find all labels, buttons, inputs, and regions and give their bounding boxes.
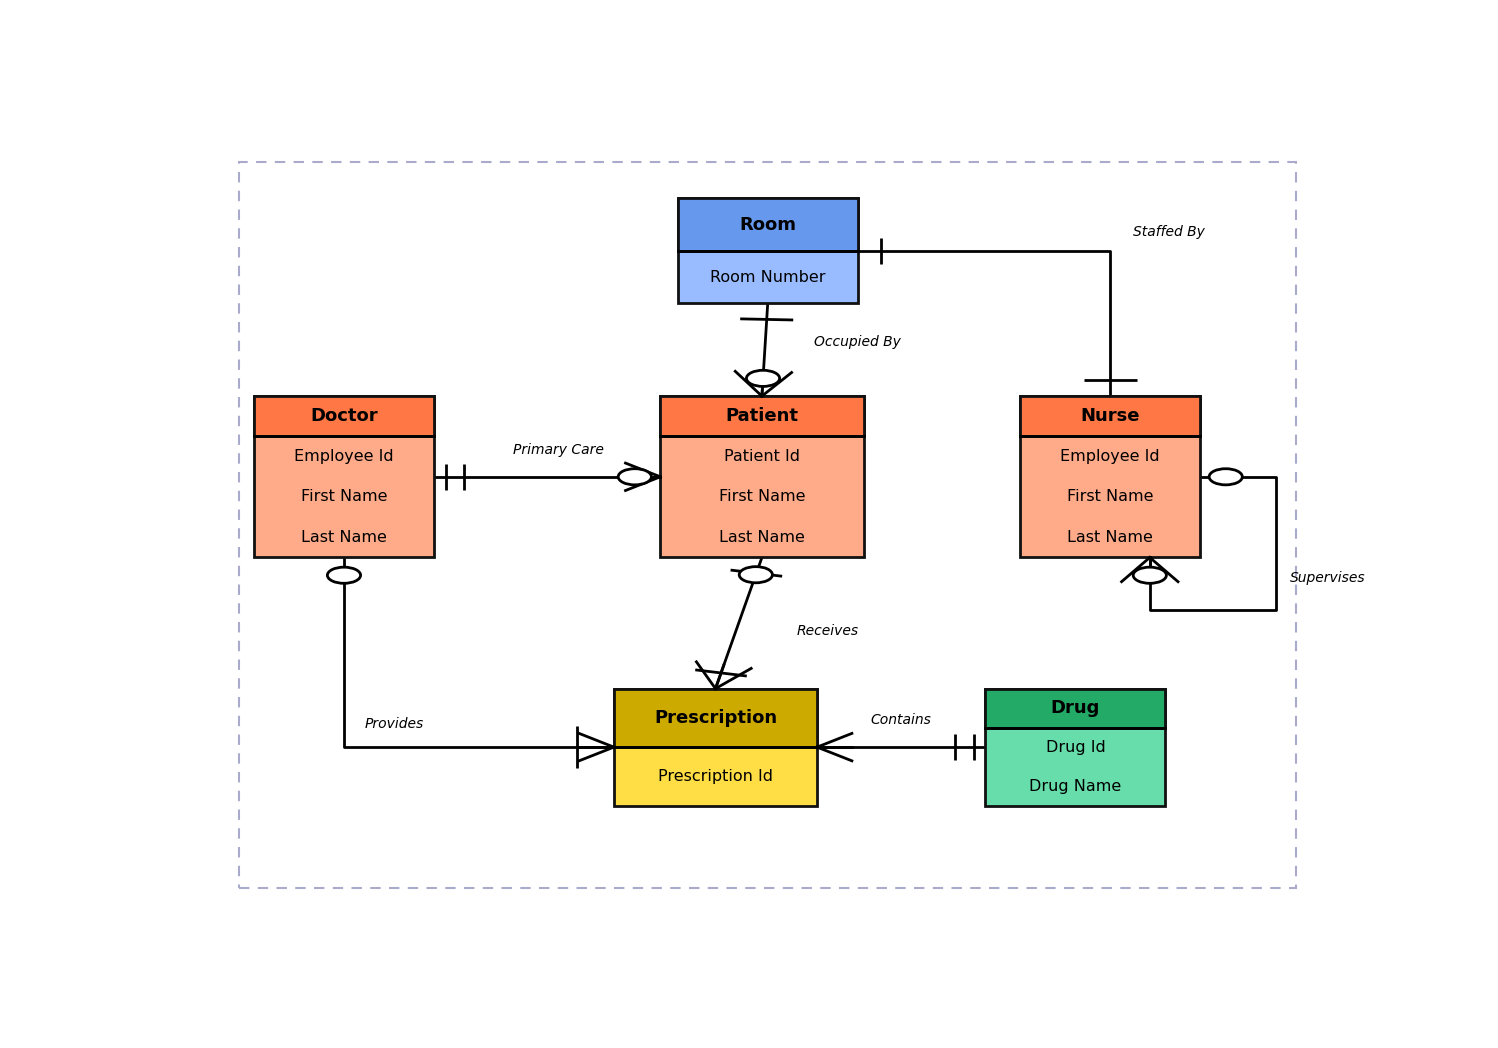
Bar: [255, 396, 434, 436]
Ellipse shape: [1209, 468, 1242, 485]
Bar: [986, 689, 1165, 727]
Ellipse shape: [619, 468, 652, 485]
Text: Room Number: Room Number: [710, 269, 825, 285]
Ellipse shape: [1132, 567, 1167, 584]
Text: Provides: Provides: [366, 717, 424, 732]
Text: Contains: Contains: [870, 713, 932, 727]
Bar: [661, 396, 863, 436]
Bar: [1020, 396, 1200, 558]
Text: Supervises: Supervises: [1290, 571, 1365, 585]
Text: Employee Id: Employee Id: [294, 450, 394, 464]
Text: Doctor: Doctor: [310, 408, 377, 425]
Bar: [1020, 396, 1200, 436]
Text: First Name: First Name: [719, 489, 804, 504]
Text: Room: Room: [739, 216, 797, 234]
Bar: [661, 396, 863, 558]
Ellipse shape: [328, 567, 361, 584]
Text: Last Name: Last Name: [1067, 530, 1153, 545]
Text: Last Name: Last Name: [301, 530, 386, 545]
Bar: [677, 198, 858, 303]
Bar: [614, 689, 816, 806]
Text: Employee Id: Employee Id: [1061, 450, 1159, 464]
Text: Staffed By: Staffed By: [1134, 224, 1206, 239]
Bar: [986, 689, 1165, 806]
Text: First Name: First Name: [301, 489, 386, 504]
Text: Drug Name: Drug Name: [1029, 779, 1122, 793]
Text: Drug: Drug: [1050, 699, 1100, 717]
Text: Patient Id: Patient Id: [724, 450, 800, 464]
Text: Drug Id: Drug Id: [1046, 740, 1106, 755]
Text: Primary Care: Primary Care: [514, 442, 604, 457]
Text: Prescription: Prescription: [655, 708, 777, 727]
Text: Nurse: Nurse: [1080, 408, 1140, 425]
Text: Occupied By: Occupied By: [815, 334, 900, 349]
Bar: [677, 198, 858, 250]
Text: Last Name: Last Name: [719, 530, 804, 545]
Ellipse shape: [746, 370, 779, 387]
Text: Prescription Id: Prescription Id: [658, 769, 773, 784]
Bar: [255, 396, 434, 558]
Text: Receives: Receives: [797, 625, 858, 638]
Ellipse shape: [739, 567, 773, 583]
Text: Patient: Patient: [725, 408, 798, 425]
Text: First Name: First Name: [1067, 489, 1153, 504]
Bar: [614, 689, 816, 747]
